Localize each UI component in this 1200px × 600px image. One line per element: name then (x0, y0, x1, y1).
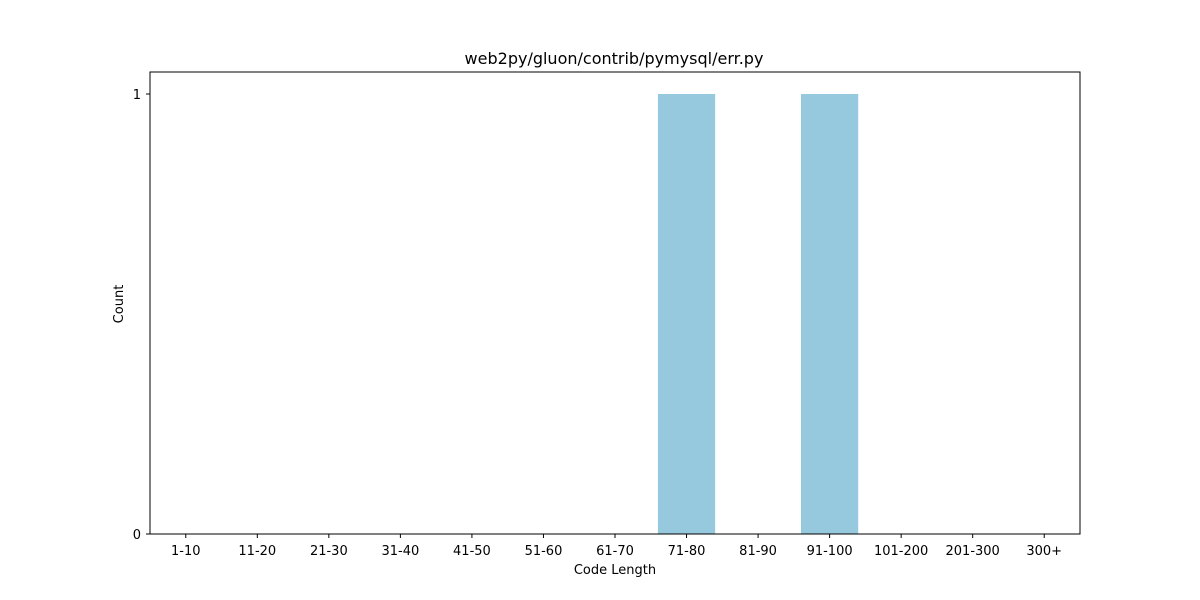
x-tick-label: 11-20 (238, 544, 276, 559)
x-tick-label: 1-10 (171, 544, 201, 559)
x-tick-label: 300+ (1026, 544, 1062, 559)
x-tick-label: 61-70 (596, 544, 634, 559)
x-axis-label: Code Length (574, 563, 656, 578)
y-axis-label: Count (112, 285, 127, 324)
x-tick-label: 21-30 (310, 544, 348, 559)
x-tick-label: 41-50 (453, 544, 491, 559)
y-axis-ticks: 01 (133, 88, 150, 543)
bar-71-80 (657, 94, 716, 534)
plot-frame (149, 71, 1081, 535)
x-tick-label: 51-60 (525, 544, 563, 559)
x-tick-label: 91-100 (807, 544, 853, 559)
bars-group (657, 94, 859, 534)
y-tick-label: 1 (133, 88, 141, 103)
x-tick-label: 201-300 (946, 544, 1000, 559)
x-tick-label: 31-40 (381, 544, 419, 559)
chart-title: web2py/gluon/contrib/pymysql/err.py (465, 49, 764, 68)
x-tick-label: 101-200 (874, 544, 928, 559)
bar-91-100 (801, 94, 859, 534)
x-axis-ticks: 1-10 11-20 21-30 31-40 41-50 51-60 61-70 71-80 8… (171, 534, 1062, 559)
x-tick-label: 81-90 (739, 544, 777, 559)
x-tick-label: 71-80 (668, 544, 706, 559)
y-tick-label: 0 (133, 528, 141, 543)
